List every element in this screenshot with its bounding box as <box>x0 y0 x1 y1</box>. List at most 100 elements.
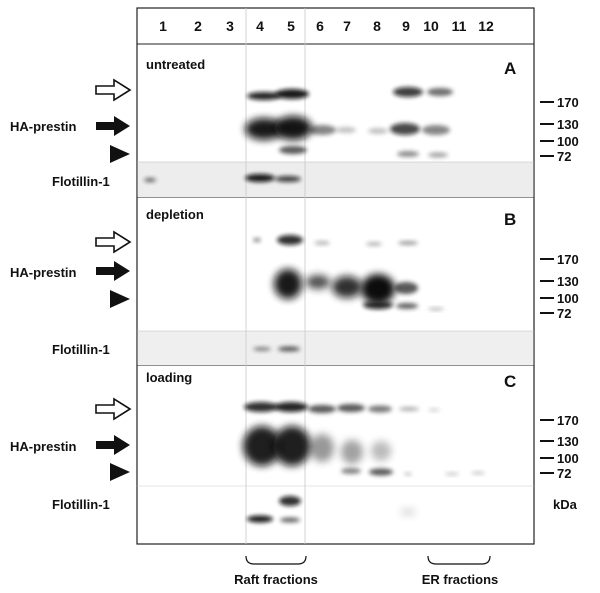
ha-prestin-label: HA-prestin <box>10 439 77 454</box>
mw-marker-label: 72 <box>557 306 571 321</box>
blot-band <box>279 146 307 154</box>
blot-band <box>314 241 330 245</box>
mw-markers: 170 130 100 72 170 130 100 72 170 130 10… <box>540 95 579 512</box>
blot-band <box>308 405 336 413</box>
panel-letter: A <box>504 59 516 78</box>
blot-band <box>243 426 281 466</box>
mw-marker-label: 170 <box>557 95 579 110</box>
raft-fraction-bracket <box>245 555 307 565</box>
solid-arrow-icon <box>96 435 130 455</box>
blot-band <box>310 434 334 462</box>
ha-prestin-label: HA-prestin <box>10 265 77 280</box>
blot-band <box>332 276 362 298</box>
mw-marker-label: 170 <box>557 252 579 267</box>
blot-band <box>253 238 261 242</box>
lane-number: 12 <box>478 18 494 34</box>
lane-number: 7 <box>343 18 351 34</box>
blot-band <box>361 274 395 304</box>
blot-band <box>363 301 393 309</box>
blot-band <box>396 303 418 309</box>
lane-number: 2 <box>194 18 202 34</box>
flotillin-label: Flotillin-1 <box>52 342 110 357</box>
mw-marker-label: 170 <box>557 413 579 428</box>
lane-number: 1 <box>159 18 167 34</box>
open-arrow-icon <box>95 230 132 254</box>
er-fractions-label: ER fractions <box>422 572 499 587</box>
lane-number: 11 <box>452 18 467 34</box>
solid-arrow-icon <box>96 116 130 136</box>
mw-marker-label: 130 <box>557 117 579 132</box>
blot-band <box>247 92 281 100</box>
mw-marker-label: 100 <box>557 451 579 466</box>
mw-marker-label: 130 <box>557 274 579 289</box>
blot-band <box>427 88 453 96</box>
panel-letter: B <box>504 210 516 229</box>
panel-c-bands <box>243 402 485 523</box>
blot-band <box>274 269 302 299</box>
arrowhead-icon <box>110 463 130 481</box>
solid-arrow-icon <box>96 261 130 281</box>
arrowhead-icon <box>110 145 130 163</box>
lane-number: 4 <box>256 18 264 34</box>
blot-band <box>341 440 363 464</box>
lane-number: 10 <box>423 18 439 34</box>
mw-marker-label: 130 <box>557 434 579 449</box>
flotillin-band <box>245 174 275 182</box>
flotillin-band <box>278 346 300 352</box>
blot-band <box>336 127 356 133</box>
arrowhead-icon <box>110 290 130 308</box>
lane-number: 5 <box>287 18 295 34</box>
flotillin-band <box>280 517 300 523</box>
blot-band <box>471 471 485 475</box>
blot-band <box>368 405 392 413</box>
blot-band <box>404 472 412 476</box>
blot-band <box>368 128 388 134</box>
panel-condition-label: depletion <box>146 207 204 222</box>
lane-numbers: 1 2 3 4 5 6 7 8 9 10 11 12 <box>159 18 494 34</box>
flotillin-band <box>400 508 416 516</box>
mw-marker-label: 100 <box>557 134 579 149</box>
lane-number: 6 <box>316 18 324 34</box>
flotillin-band <box>253 347 271 351</box>
panel-condition-label: untreated <box>146 57 205 72</box>
open-arrow-icon <box>95 397 132 421</box>
flotillin-band <box>247 515 273 523</box>
blot-band <box>275 89 309 99</box>
panel-b-bands <box>253 235 444 352</box>
flotillin-label: Flotillin-1 <box>52 497 110 512</box>
ha-prestin-label: HA-prestin <box>10 119 77 134</box>
blot-band <box>273 426 311 466</box>
mw-marker-label: 72 <box>557 149 571 164</box>
lane-number: 3 <box>226 18 234 34</box>
open-arrow-icon <box>95 78 132 102</box>
blot-band <box>422 125 450 135</box>
blot-band <box>341 468 361 474</box>
mw-marker-label: 100 <box>557 291 579 306</box>
panel-condition-label: loading <box>146 370 192 385</box>
blot-band <box>306 275 330 289</box>
lane-number: 8 <box>373 18 381 34</box>
blot-band <box>371 441 391 461</box>
blot-band <box>245 118 283 140</box>
blot-band <box>428 152 448 158</box>
flotillin-label: Flotillin-1 <box>52 174 110 189</box>
er-fraction-bracket <box>427 555 491 565</box>
blot-band <box>244 402 278 412</box>
panel-a-bands <box>144 87 453 182</box>
blot-band <box>274 402 308 412</box>
blot-band <box>393 87 423 97</box>
blot-band <box>390 123 420 135</box>
blot-band <box>337 404 365 412</box>
kda-unit-label: kDa <box>553 497 578 512</box>
flotillin-band <box>275 176 301 182</box>
blot-band <box>366 242 382 246</box>
blot-band <box>445 472 459 476</box>
blot-band <box>398 241 418 245</box>
blot-band <box>428 408 440 412</box>
flotillin-band <box>144 178 156 182</box>
blot-band <box>277 235 303 245</box>
flotillin-strip-a <box>137 162 534 197</box>
band-arrows <box>95 78 132 481</box>
blot-band <box>274 116 312 140</box>
